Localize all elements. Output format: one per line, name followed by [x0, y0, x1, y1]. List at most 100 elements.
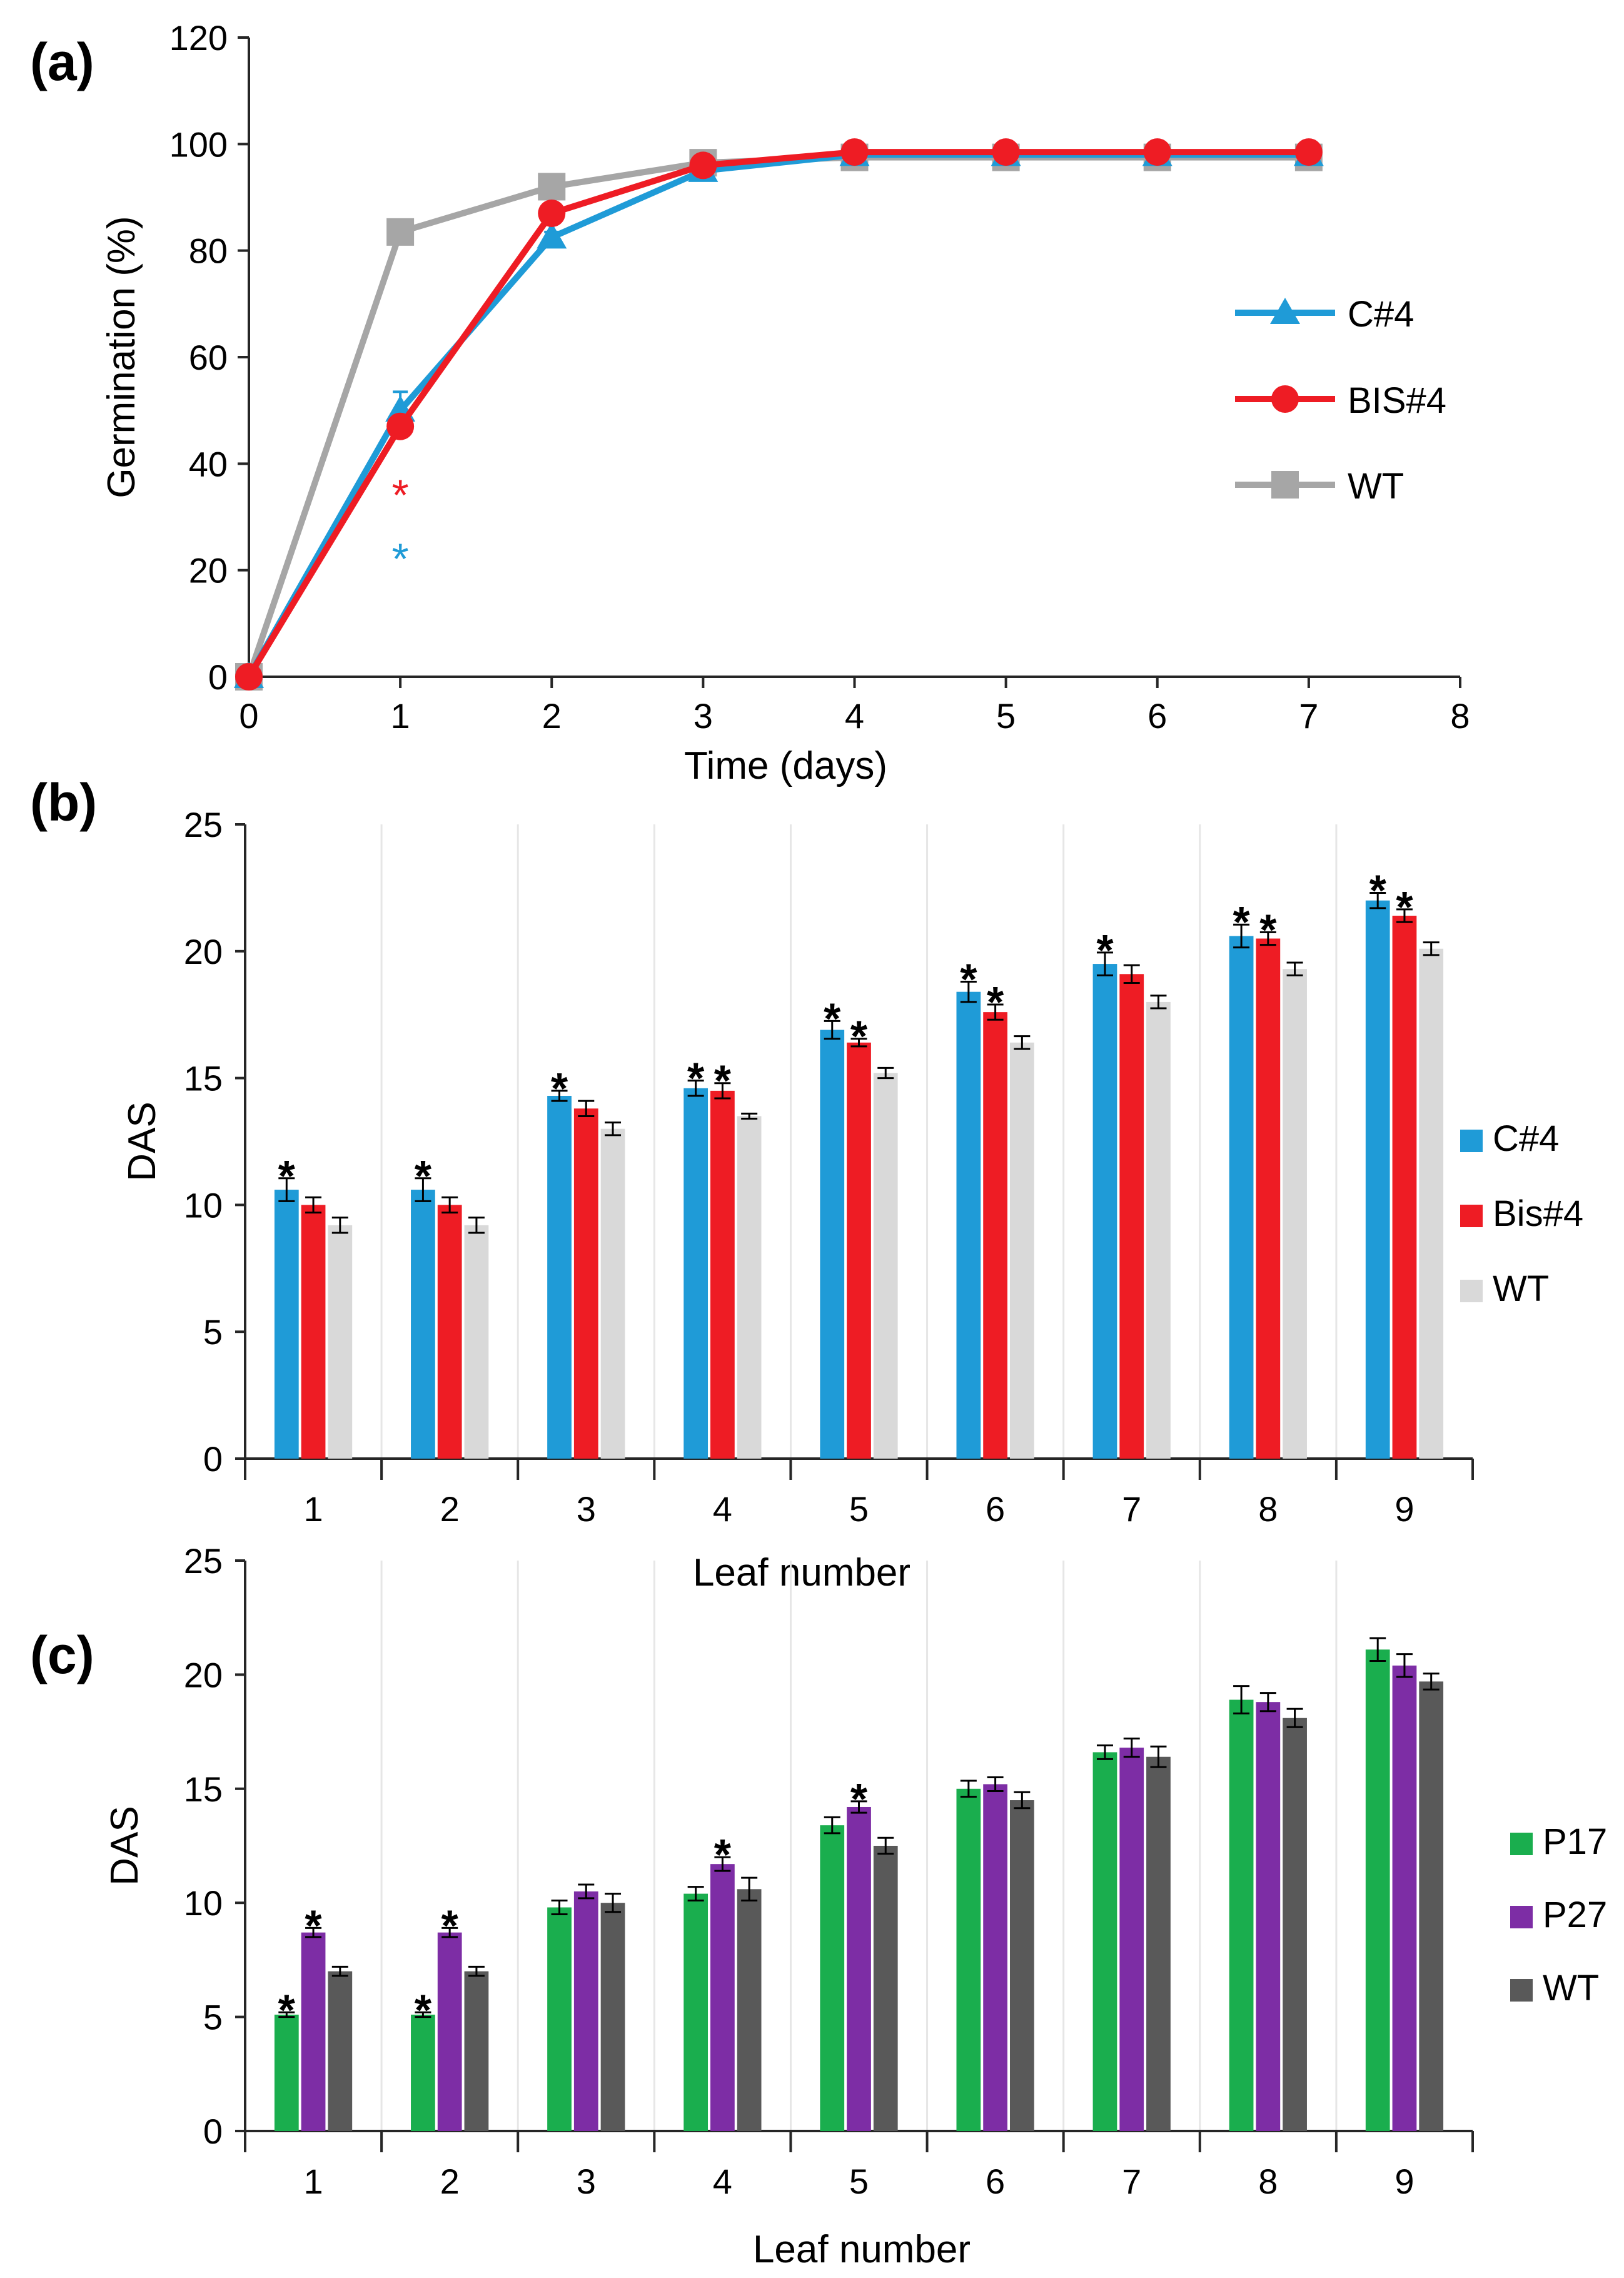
panel-a-legend-label: BIS#4: [1348, 380, 1446, 421]
panel-b-bar-wt: [1009, 1042, 1034, 1459]
panel-c-bar-p27: [847, 1806, 871, 2131]
panel-a-series-bis-4: [235, 138, 1323, 691]
panel-a-x-tick-label: 0: [239, 696, 258, 736]
panel-c-legend-swatch: [1510, 1833, 1533, 1855]
panel-c-x-tick-label: 3: [577, 2162, 596, 2201]
panel-b-bar-c-4: [683, 1088, 709, 1459]
panel-a-x-axis-title: Time (days): [684, 744, 887, 787]
panel-b-legend-item-bis-4: Bis#4: [1460, 1193, 1583, 1234]
panel-b-significance-marker: *: [824, 994, 841, 1043]
panel-c-significance-marker: *: [415, 1985, 432, 2034]
panel-c-x-tick-label: 7: [1122, 2162, 1141, 2201]
panel-c-x-axis-title: Leaf number: [753, 2228, 971, 2271]
panel-b-significance-marker: *: [1233, 898, 1250, 946]
panel-b-bar-wt: [600, 1128, 625, 1459]
panel-c-significance-marker: *: [850, 1774, 868, 1823]
panel-a-x-tick-label: 4: [845, 696, 864, 736]
panel-b-category-9: * *: [1365, 866, 1444, 1459]
panel-b-significance-marker: *: [714, 1056, 732, 1105]
panel-a-y-tick-label: 100: [169, 124, 228, 164]
panel-c-bar-p17: [274, 2014, 299, 2131]
panel-b-x-tick-label: 4: [713, 1489, 732, 1529]
panel-c-x-tick-label: 8: [1258, 2162, 1278, 2201]
panel-a-y-tick-label: 0: [208, 657, 228, 697]
panel-a-point-bis-4: [992, 138, 1020, 166]
panel-b-bar-c-4: [274, 1190, 299, 1459]
panel-b-bar-c-4: [1229, 936, 1254, 1459]
panel-a-point-bis-4: [1294, 138, 1323, 166]
panel-a-legend-item-bis-4: BIS#4: [1235, 380, 1446, 421]
panel-c-legend-label: P17: [1543, 1821, 1607, 1862]
panel-c-bar-p17: [1092, 1752, 1117, 2131]
panel-b-x-tick-label: 8: [1258, 1489, 1278, 1529]
panel-b-x-tick-label: 2: [440, 1489, 460, 1529]
panel-a-point-wt: [538, 173, 566, 201]
panel-c-y-tick-label: 25: [184, 1541, 223, 1581]
panel-b-legend-swatch: [1460, 1205, 1483, 1227]
panel-a-legend-marker: [1271, 471, 1299, 499]
panel-c-legend-swatch: [1510, 1979, 1533, 2002]
panel-a-legend-label: WT: [1348, 466, 1404, 507]
panel-b-category-8: * *: [1229, 898, 1307, 1459]
panel-c-bar-wt: [737, 1889, 762, 2131]
panel-c-x-tick-label: 9: [1395, 2162, 1414, 2201]
panel-b-bar-c-4: [1365, 900, 1390, 1459]
panel-c-bar-wt: [1146, 1756, 1171, 2131]
panel-b-legend-swatch: [1460, 1130, 1483, 1152]
panel-c-legend-item-wt: WT: [1510, 1968, 1599, 2008]
panel-c-bar-p17: [1365, 1649, 1390, 2131]
panel-c-legend-item-p17: P17: [1510, 1821, 1607, 1862]
panel-b-significance-marker: *: [987, 978, 1004, 1026]
panel-a-significance-marker: *: [392, 535, 409, 584]
panel-c-bar-p27: [437, 1932, 462, 2131]
panel-b-bar-wt: [328, 1225, 353, 1459]
panel-c-bar-p17: [820, 1825, 845, 2131]
panel-b-category-4: * *: [683, 1054, 762, 1459]
panel-c-bar-p27: [573, 1891, 598, 2131]
panel-b-bar-bis-4: [301, 1205, 326, 1459]
panel-c-bar-p17: [1229, 1699, 1254, 2131]
panel-c-bar-p17: [547, 1907, 572, 2131]
panel-a-legend-item-c-4: C#4: [1235, 294, 1414, 335]
panel-a-point-bis-4: [235, 663, 263, 691]
panel-b-legend-label: WT: [1493, 1268, 1549, 1309]
panel-c-category-7: [1092, 1738, 1171, 2131]
panel-b-label: (b): [30, 773, 97, 832]
panel-c-category-9: [1365, 1637, 1444, 2131]
panel-b-bar-c-4: [411, 1190, 435, 1459]
panel-b-significance-marker: *: [415, 1152, 432, 1200]
panel-c-bar-wt: [464, 1971, 489, 2131]
panel-a-y-tick-label: 20: [189, 551, 228, 590]
panel-b-significance-marker: *: [1096, 926, 1114, 974]
panel-c-bar-p17: [683, 1893, 709, 2131]
panel-b-bar-c-4: [1092, 964, 1117, 1459]
panel-b-bar-bis-4: [573, 1108, 598, 1459]
panel-c-bar-p17: [411, 2014, 435, 2131]
panel-c-category-1: **: [274, 1901, 353, 2131]
panel-c-bar-p27: [710, 1864, 735, 2131]
panel-c-bar-wt: [600, 1903, 625, 2131]
panel-c-legend-label: WT: [1543, 1968, 1599, 2008]
panel-a-legend-marker: [1270, 298, 1300, 324]
panel-c-x-tick-label: 4: [713, 2162, 732, 2201]
panel-c-y-tick-label: 20: [184, 1655, 223, 1694]
panel-c-bar-p27: [1392, 1665, 1417, 2131]
panel-b-significance-marker: *: [687, 1054, 705, 1103]
panel-b-bar-bis-4: [437, 1205, 462, 1459]
panel-c-category-2: **: [411, 1901, 489, 2131]
panel-b-x-tick-label: 1: [303, 1489, 323, 1529]
panel-a-legend-marker: [1271, 385, 1299, 413]
panel-b-bar-wt: [873, 1073, 898, 1459]
panel-b-significance-marker: *: [1396, 883, 1413, 931]
panel-c-y-tick-label: 10: [184, 1883, 223, 1923]
panel-b-bar-c-4: [547, 1095, 572, 1459]
panel-b-bar-c-4: [956, 991, 981, 1459]
panel-c-bar-wt: [1283, 1718, 1307, 2131]
panel-b-significance-marker: *: [960, 954, 977, 1003]
panel-c-bar-p27: [301, 1932, 326, 2131]
panel-b-y-tick-label: 20: [184, 932, 223, 971]
panel-c-significance-marker: *: [305, 1901, 322, 1950]
panel-c-bar-p17: [956, 1788, 981, 2131]
